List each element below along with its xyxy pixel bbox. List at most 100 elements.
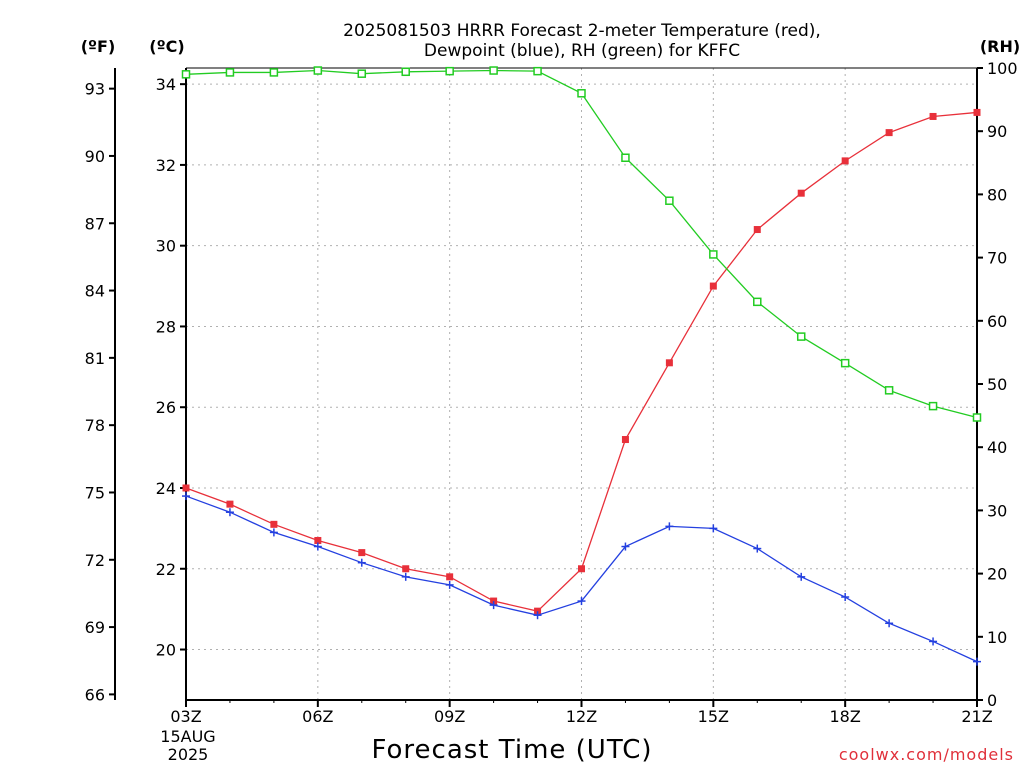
fahrenheit-tick-label: 75 [85,483,105,502]
celsius-unit-label: (ºC) [149,37,184,56]
rh-point [269,68,279,77]
temperature-point [182,484,190,492]
temperature-point [534,607,542,615]
temperature-point [797,189,805,197]
rh-tick-label: 70 [987,249,1007,268]
rh-point [533,66,542,76]
temperature-point [753,226,761,234]
temperature-point [358,549,366,557]
temperature-point [709,282,717,290]
chart-title-line2: Dewpoint (blue), RH (green) for KFFC [424,41,740,61]
rh-point [972,413,982,422]
fahrenheit-tick-label: 78 [85,416,105,435]
fahrenheit-tick-label: 81 [85,349,105,368]
dewpoint-point [401,572,410,581]
temperature-point [885,129,893,137]
dewpoint-point [533,611,542,620]
rh-tick-label: 0 [987,691,997,710]
axis-ticks: 03Z 06Z 09Z 12Z 15Z 18Z 21Z 34 32 30 28 26 24 22 20 93 9… [85,59,1018,726]
rh-tick-label: 100 [987,59,1018,78]
rh-tick-label: 50 [987,375,1007,394]
rh-point [181,70,191,79]
rh-tick-label: 60 [987,312,1007,331]
x-tick-label: 21Z [961,707,992,726]
x-tick-label: 09Z [434,707,465,726]
rh-tick-label: 90 [987,122,1007,141]
celsius-tick-label: 28 [156,317,176,336]
dewpoint-point [885,619,894,628]
rh-point [753,297,762,307]
rh-point [709,250,718,259]
fahrenheit-tick-label: 72 [85,551,105,570]
x-tick-label: 12Z [566,707,597,726]
rh-point [577,89,586,98]
dewpoint-point [797,572,806,581]
fahrenheit-tick-label: 90 [85,147,105,166]
dewpoint-point [577,597,586,606]
temperature-point [226,500,234,508]
celsius-tick-label: 26 [156,398,176,417]
rh-tick-label: 20 [987,565,1007,584]
celsius-tick-label: 34 [156,75,176,94]
temperature-point [841,157,849,165]
rh-point [884,386,894,395]
dewpoint-point [973,657,981,666]
dewpoint-point [489,601,498,610]
dewpoint-point [357,558,366,567]
x-tick-label: 06Z [302,707,333,726]
x-tick-label: 03Z [170,707,201,726]
dewpoint-point [929,637,938,646]
fahrenheit-tick-label: 93 [85,80,105,99]
dewpoint-point [313,542,322,551]
temperature-point [314,536,322,544]
temperature-point [973,108,981,116]
temperature-point [621,436,629,444]
temperature-point [490,597,498,605]
chart-title-line1: 2025081503 HRRR Forecast 2-meter Tempera… [343,21,821,41]
dewpoint-point [182,492,190,501]
temperature-point [402,565,410,573]
dewpoint-point [753,544,762,553]
temperature-point [929,112,937,120]
rh-point [665,196,674,205]
rh-point [840,358,850,368]
x-date-label-year: 2025 [168,745,209,764]
celsius-tick-label: 24 [156,479,176,498]
celsius-tick-label: 20 [156,641,176,660]
rh-point [357,69,367,78]
fahrenheit-tick-label: 66 [85,685,105,704]
rh-tick-label: 10 [987,628,1007,647]
x-tick-label: 15Z [698,707,729,726]
celsius-tick-label: 32 [156,156,176,175]
data-series [181,66,982,666]
rh-point [796,332,806,341]
credit-label: coolwx.com/models [839,745,1014,764]
x-date-label-day: 15AUG [160,727,215,746]
rh-point [928,401,938,411]
rh-point [401,67,410,77]
rh-point [489,66,498,75]
fahrenheit-tick-label: 87 [85,214,105,233]
x-tick-label: 18Z [830,707,861,726]
temperature-point [578,565,585,573]
rh-point [225,68,235,77]
dewpoint-point [445,580,454,589]
fahrenheit-tick-label: 84 [85,282,105,301]
dewpoint-point [665,522,674,531]
temperature-point [270,520,278,528]
fahrenheit-unit-label: (ºF) [81,37,116,56]
rh-point [313,66,323,75]
rh-point [445,66,454,76]
rh-unit-label: (RH) [980,37,1020,56]
dewpoint-point [709,524,718,533]
fahrenheit-tick-label: 69 [85,618,105,637]
x-axis-title: Forecast Time (UTC) [371,735,652,765]
dewpoint-point [269,528,278,537]
rh-tick-label: 40 [987,438,1007,457]
dewpoint-point [225,508,234,517]
rh-point [621,153,630,162]
dewpoint-point [841,593,850,602]
dewpoint-point [621,542,630,551]
rh-tick-label: 30 [987,501,1007,520]
